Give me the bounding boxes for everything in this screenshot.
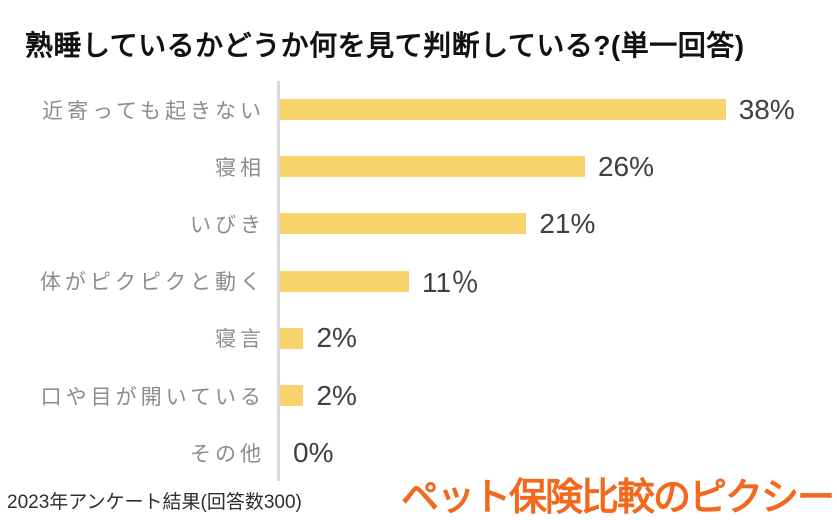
chart-row: その他 0% bbox=[0, 424, 837, 482]
bar-chart: 近寄っても起きない 38% 寝相 26% いびき 21% 体がピクピクと動く bbox=[0, 81, 837, 482]
survey-footnote: 2023年アンケート結果(回答数300) bbox=[7, 492, 302, 513]
chart-row: 近寄っても起きない 38% bbox=[0, 81, 837, 139]
chart-row: いびき 21% bbox=[0, 195, 837, 253]
bar bbox=[280, 385, 304, 407]
category-label: 近寄っても起きない bbox=[42, 99, 265, 123]
plot-area-row: 21% bbox=[277, 195, 837, 253]
plot-area-row: 2% bbox=[277, 366, 837, 425]
plot-area-row: 2% bbox=[277, 309, 837, 367]
plot-area-row: 38% bbox=[277, 81, 837, 139]
value-label: 38% bbox=[738, 93, 795, 125]
chart-row: 体がピクピクと動く 11％ bbox=[0, 252, 837, 310]
category-label: 体がピクピクと動く bbox=[40, 271, 265, 295]
value-label: 26% bbox=[597, 150, 655, 182]
category-label: 寝相 bbox=[215, 156, 265, 180]
bar bbox=[280, 270, 410, 292]
plot-area-row: 11％ bbox=[277, 252, 837, 310]
category-label: その他 bbox=[190, 442, 265, 466]
value-label: 2% bbox=[316, 379, 357, 411]
value-label: 0% bbox=[293, 436, 334, 468]
bar bbox=[280, 99, 726, 121]
bar bbox=[280, 213, 527, 235]
chart-row: 寝相 26% bbox=[0, 138, 837, 196]
value-label: 2% bbox=[316, 322, 357, 354]
chart-title: 熟睡しているかどうか何を見て判断している?(単一回答) bbox=[25, 30, 745, 61]
pet-insurance-pixy-logo: ペット保険比較のピクシー bbox=[400, 477, 835, 519]
bar bbox=[280, 156, 585, 178]
category-label: いびき bbox=[190, 213, 265, 237]
category-label: 口や目が開いている bbox=[40, 385, 265, 409]
chart-row: 寝言 2% bbox=[0, 309, 837, 367]
plot-area-row: 26% bbox=[277, 138, 837, 196]
chart-row: 口や目が開いている 2% bbox=[0, 366, 837, 425]
value-label: 11％ bbox=[422, 267, 480, 299]
bar bbox=[280, 327, 304, 349]
value-label: 21% bbox=[539, 207, 596, 239]
plot-area-row: 0% bbox=[277, 424, 837, 482]
category-label: 寝言 bbox=[215, 328, 265, 352]
